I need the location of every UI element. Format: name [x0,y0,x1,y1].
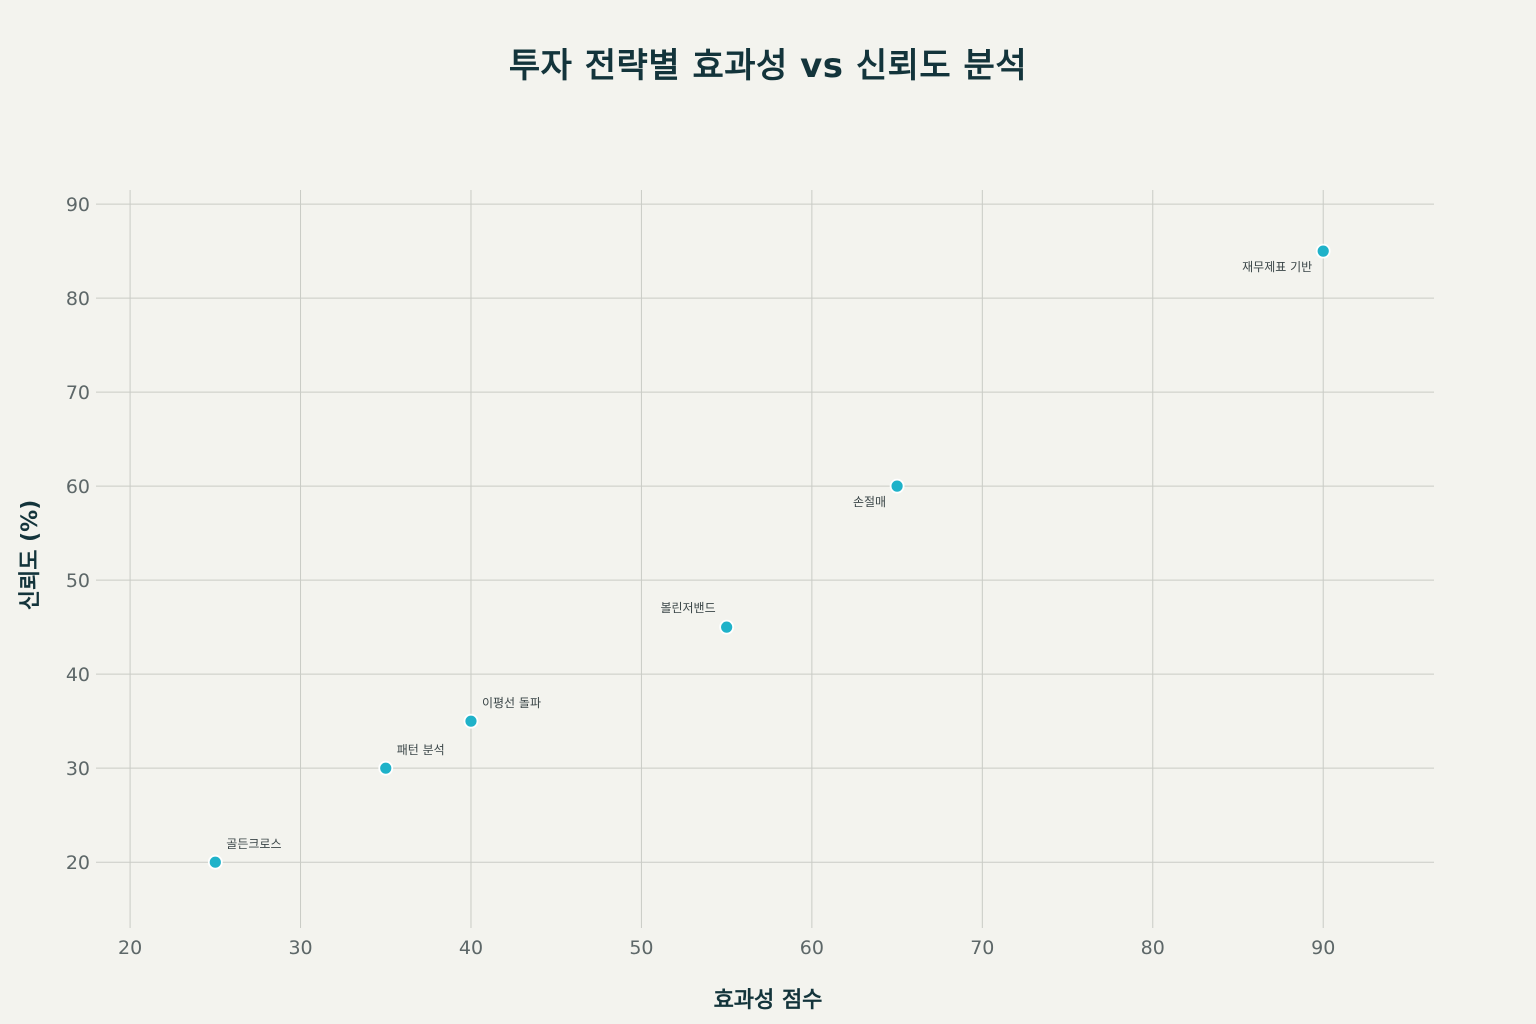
data-point[interactable] [207,854,223,870]
x-tick-label: 40 [459,937,483,959]
x-tick-label: 30 [288,937,312,959]
data-point[interactable] [889,478,905,494]
point-label: 볼린저밴드 [660,601,715,615]
x-tick-label: 80 [1141,937,1165,959]
x-tick-label: 60 [800,937,824,959]
point-label: 손절매 [853,495,886,509]
grid-lines [96,190,1434,928]
x-tick-label: 90 [1311,937,1335,959]
x-tick-label: 20 [118,937,142,959]
y-tick-label: 70 [66,382,90,404]
chart-title: 투자 전략별 효과성 vs 신뢰도 분석 [508,46,1028,86]
x-tick-label: 50 [629,937,653,959]
point-labels: 골든크로스 패턴 분석 이평선 돌파 볼린저밴드 손절매 재무제표 기반 [226,260,1312,851]
y-tick-label: 80 [66,288,90,310]
x-axis-title: 효과성 점수 [713,988,823,1013]
point-label: 이평선 돌파 [482,696,541,710]
y-tick-label: 30 [66,758,90,780]
point-label: 골든크로스 [226,837,281,851]
data-point[interactable] [463,713,479,729]
y-axis-title: 신뢰도 (%) [18,499,43,611]
data-point[interactable] [719,619,735,635]
y-tick-label: 40 [66,664,90,686]
y-tick-label: 90 [66,194,90,216]
data-point[interactable] [1315,243,1331,259]
point-label: 재무제표 기반 [1242,260,1312,274]
point-label: 패턴 분석 [397,743,445,757]
y-tick-label: 60 [66,476,90,498]
data-points [207,243,1331,870]
tick-labels: 20 30 40 50 60 70 80 90 20 30 40 50 60 70 80 90 [66,194,1335,959]
data-point[interactable] [378,760,394,776]
y-tick-label: 50 [66,570,90,592]
y-tick-label: 20 [66,852,90,874]
x-tick-label: 70 [970,937,994,959]
